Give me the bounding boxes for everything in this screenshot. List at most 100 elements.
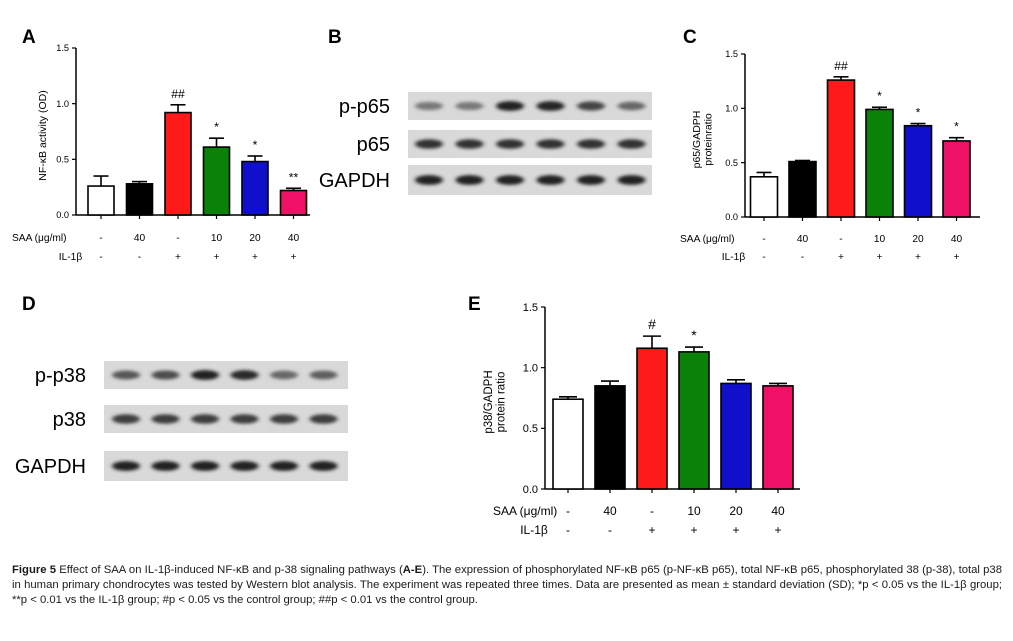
condition-saa-c-4: 10 bbox=[874, 234, 886, 245]
bar-a-2 bbox=[125, 183, 154, 216]
blot-band-d-p-p38-2 bbox=[151, 370, 180, 380]
condition-il-a-1: - bbox=[99, 252, 102, 263]
blot-band-b-gapdh-1 bbox=[415, 175, 443, 185]
blot-band-d-p38-6 bbox=[309, 414, 338, 424]
panel-letter-a: A bbox=[22, 27, 36, 48]
bar-c-1 bbox=[749, 175, 779, 218]
blot-band-b-p-p65-3 bbox=[496, 101, 524, 111]
blot-band-d-gapdh-1 bbox=[112, 461, 140, 471]
y-tick-label-e: 0.0 bbox=[523, 484, 538, 496]
y-tick-label-c: 1.5 bbox=[725, 49, 738, 59]
bar-chart-c: 0.0 0.5 1.0 1.5 p65/GADPH proteinratio ## * * * SA… bbox=[680, 49, 980, 263]
condition-label-saa-e: SAA (μg/ml) bbox=[493, 504, 557, 518]
bar-e-3 bbox=[636, 347, 668, 490]
blot-strip-b-gapdh bbox=[408, 165, 652, 195]
blot-band-b-p-p65-1 bbox=[415, 101, 443, 111]
caption-panels-ref: A-E bbox=[402, 564, 423, 576]
blot-label-d-gapdh: GAPDH bbox=[15, 456, 86, 478]
condition-saa-c-3: - bbox=[839, 234, 842, 245]
condition-il-c-4: + bbox=[877, 252, 883, 263]
blot-band-b-p65-1 bbox=[415, 139, 443, 149]
panel-letter-c: C bbox=[683, 27, 697, 48]
bar-a-4 bbox=[202, 146, 231, 216]
blot-band-b-p-p65-5 bbox=[577, 101, 605, 111]
significance-mark-c-3: ## bbox=[834, 59, 848, 73]
condition-label-il-e: IL-1β bbox=[520, 523, 548, 537]
condition-il-c-1: - bbox=[762, 252, 765, 263]
blot-band-b-p65-6 bbox=[617, 139, 646, 149]
condition-il-c-5: + bbox=[915, 252, 921, 263]
blot-band-b-p-p65-4 bbox=[536, 101, 565, 111]
blot-band-b-gapdh-4 bbox=[536, 175, 565, 185]
significance-mark-e-3: # bbox=[648, 316, 656, 332]
bar-e-1 bbox=[552, 398, 584, 490]
panel-letter-e: E bbox=[468, 294, 481, 315]
blot-strip-d-p38 bbox=[104, 405, 348, 433]
western-blot-d: p-p38 p38 GAPDH bbox=[15, 361, 348, 481]
figure-canvas: A B CD E0.00.51.01.5NF-κB activity (OD) ##**… bbox=[12, 27, 980, 537]
blot-band-d-gapdh-3 bbox=[191, 461, 219, 471]
condition-saa-c-6: 40 bbox=[951, 234, 963, 245]
condition-saa-e-2: 40 bbox=[603, 504, 617, 518]
blot-band-b-gapdh-6 bbox=[617, 175, 646, 185]
bar-a-5 bbox=[241, 160, 269, 216]
condition-label-il-c: IL-1β bbox=[722, 252, 746, 263]
bar-e-6 bbox=[762, 385, 794, 490]
blot-band-d-p38-2 bbox=[151, 414, 180, 424]
caption-figure-label: Figure 5 bbox=[12, 564, 57, 576]
panel-letter-d: D bbox=[22, 294, 36, 315]
condition-saa-c-5: 20 bbox=[912, 234, 924, 245]
blot-band-d-p-p38-1 bbox=[112, 370, 140, 380]
condition-il-c-3: + bbox=[838, 252, 844, 263]
significance-mark-e-4: * bbox=[691, 327, 697, 343]
y-tick-label-e: 0.5 bbox=[523, 423, 538, 435]
bar-e-4 bbox=[678, 351, 710, 490]
condition-saa-a-3: - bbox=[176, 233, 179, 244]
condition-il-e-5: + bbox=[732, 523, 739, 537]
significance-mark-a-6: ** bbox=[289, 170, 299, 184]
condition-il-a-3: + bbox=[175, 252, 181, 263]
y-axis-label-c: p65/GADPH bbox=[691, 111, 703, 169]
blot-band-d-gapdh-2 bbox=[151, 461, 180, 471]
condition-saa-e-6: 40 bbox=[771, 504, 785, 518]
condition-il-e-1: - bbox=[566, 523, 570, 537]
bar-c-5 bbox=[903, 124, 933, 218]
blot-band-b-gapdh-3 bbox=[496, 175, 524, 185]
blot-label-d-p-p38: p-p38 bbox=[35, 365, 86, 387]
significance-mark-c-4: * bbox=[877, 89, 882, 103]
blot-band-b-p65-3 bbox=[496, 139, 524, 149]
y-tick-label-a: 0.0 bbox=[56, 210, 69, 220]
y-tick-label-a: 1.5 bbox=[56, 43, 69, 53]
condition-saa-e-5: 20 bbox=[729, 504, 743, 518]
y-tick-label-e: 1.5 bbox=[523, 302, 538, 314]
blot-band-b-gapdh-2 bbox=[455, 175, 484, 185]
condition-il-c-6: + bbox=[954, 252, 960, 263]
significance-mark-c-6: * bbox=[954, 120, 959, 134]
blot-band-d-p-p38-6 bbox=[309, 370, 338, 380]
condition-il-a-6: + bbox=[291, 252, 297, 263]
condition-il-e-2: - bbox=[608, 523, 612, 537]
condition-saa-e-1: - bbox=[566, 504, 570, 518]
bar-e-5 bbox=[720, 382, 752, 490]
blot-label-d-p38: p38 bbox=[53, 409, 86, 431]
blot-band-d-p-p38-3 bbox=[191, 370, 219, 380]
condition-il-e-4: + bbox=[690, 523, 697, 537]
blot-band-b-p-p65-6 bbox=[617, 101, 646, 111]
bar-c-2 bbox=[788, 160, 817, 218]
blot-band-d-gapdh-6 bbox=[309, 461, 338, 471]
condition-saa-a-2: 40 bbox=[134, 233, 146, 244]
condition-saa-c-2: 40 bbox=[797, 234, 809, 245]
condition-il-e-6: + bbox=[774, 523, 781, 537]
condition-saa-c-1: - bbox=[762, 234, 765, 245]
western-blot-b: p-p65 p65 GAPDH bbox=[319, 92, 652, 195]
blot-band-b-gapdh-5 bbox=[577, 175, 605, 185]
condition-saa-a-1: - bbox=[99, 233, 102, 244]
blot-band-b-p65-2 bbox=[455, 139, 484, 149]
condition-saa-a-4: 10 bbox=[211, 233, 223, 244]
condition-saa-a-6: 40 bbox=[288, 233, 300, 244]
blot-label-b-p65: p65 bbox=[357, 134, 390, 156]
blot-band-d-gapdh-4 bbox=[230, 461, 259, 471]
condition-il-c-2: - bbox=[801, 252, 804, 263]
y-tick-label-c: 0.5 bbox=[725, 158, 738, 168]
blot-strip-b-p65 bbox=[408, 130, 652, 158]
